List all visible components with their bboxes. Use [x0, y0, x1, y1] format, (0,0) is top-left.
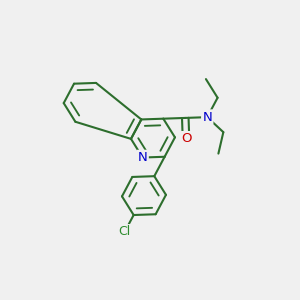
Text: O: O — [181, 132, 191, 145]
Text: N: N — [138, 151, 148, 164]
Text: N: N — [202, 111, 212, 124]
Text: Cl: Cl — [118, 225, 131, 238]
